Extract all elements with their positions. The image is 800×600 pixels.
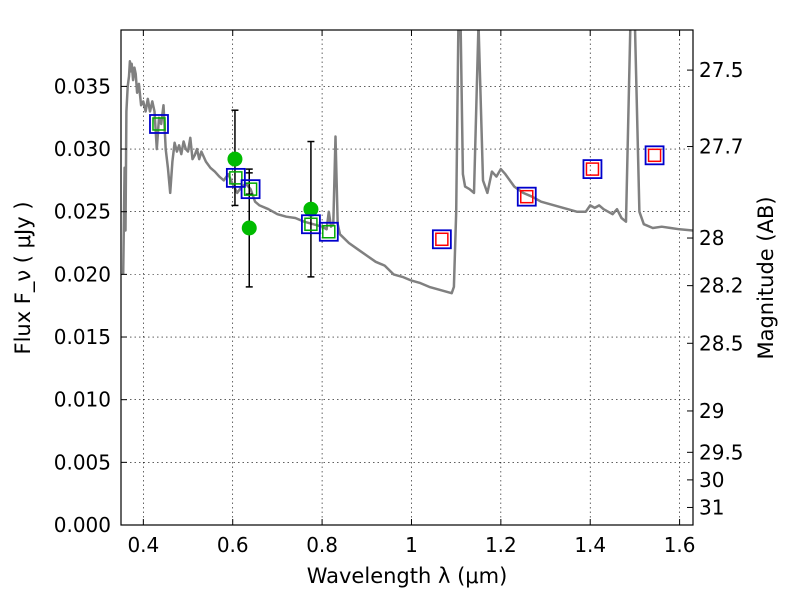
x-axis-label: Wavelength λ (μm) — [307, 564, 508, 588]
photometry-point — [303, 201, 319, 217]
model-square-blue — [516, 186, 537, 207]
x-tick-label: 1.6 — [664, 533, 696, 557]
y-tick-label: 0.025 — [54, 200, 111, 224]
model-square-blue — [240, 179, 261, 200]
right-axis-label: Magnitude (AB) — [754, 196, 778, 359]
magnitude-tick-label: 29.5 — [699, 440, 744, 464]
model-square-green — [229, 171, 243, 185]
model-square-blue — [225, 167, 246, 188]
y-tick-label: 0.015 — [54, 325, 111, 349]
model-square-blue — [644, 145, 665, 166]
model-square-blue — [318, 221, 339, 242]
photometry-points — [227, 151, 319, 236]
model-square-red — [435, 232, 449, 247]
y-tick-label: 0.010 — [54, 388, 111, 412]
model-square-green — [152, 117, 166, 131]
model-square-blue — [431, 229, 452, 250]
grid — [121, 30, 693, 526]
model-square-green — [322, 225, 336, 239]
model-square-blue — [582, 159, 603, 180]
magnitude-tick-label: 29 — [699, 399, 724, 423]
plot-area — [121, 30, 693, 295]
model-square-green — [243, 182, 258, 196]
photometry-point — [241, 220, 257, 236]
y-tick-label: 0.035 — [54, 74, 111, 98]
x-tick-label: 1 — [405, 533, 418, 557]
x-tick-label: 0.6 — [217, 533, 249, 557]
model-square-red — [647, 148, 662, 163]
magnitude-tick-label: 28.2 — [699, 274, 744, 298]
magnitude-tick-label: 27.5 — [699, 58, 744, 82]
x-axis: 0.4 0.6 0.8 1 1.2 1.4 1.6 — [127, 30, 696, 557]
x-tick-label: 0.4 — [127, 533, 159, 557]
y-tick-label: 0.030 — [54, 137, 111, 161]
magnitude-tick-label: 27.7 — [699, 135, 744, 159]
model-square-green — [304, 217, 318, 231]
y-axis-label: Flux F_ν ( μJy ) — [11, 201, 36, 354]
model-square-red — [585, 162, 600, 176]
y-tick-label: 0.000 — [54, 513, 111, 537]
x-tick-label: 0.8 — [306, 533, 338, 557]
magnitude-tick-label: 28 — [699, 226, 724, 250]
y-tick-label: 0.020 — [54, 262, 111, 286]
photometry-point — [227, 151, 243, 167]
model-square-blue — [149, 114, 169, 134]
plot-frame — [120, 29, 694, 526]
model-square-red — [520, 189, 534, 204]
y-axis: 0.000 0.005 0.010 0.015 0.020 0.025 0.030 0.035 — [54, 74, 127, 537]
magnitude-axis: 27.5 27.7 28 28.2 28.5 29 29.5 30 31 — [687, 58, 744, 519]
magnitude-tick-label: 30 — [699, 468, 724, 492]
x-tick-label: 1.4 — [574, 533, 606, 557]
magnitude-tick-label: 31 — [699, 495, 724, 519]
magnitude-tick-label: 28.5 — [699, 331, 744, 355]
y-tick-label: 0.005 — [54, 450, 111, 474]
model-squares — [149, 114, 665, 250]
x-tick-label: 1.2 — [485, 533, 517, 557]
